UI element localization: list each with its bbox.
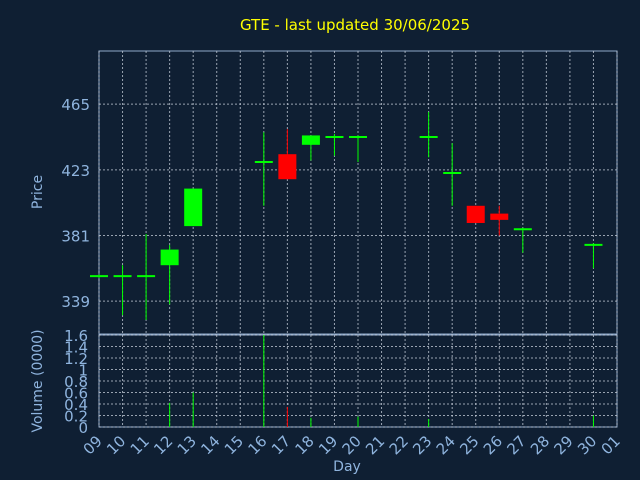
x-tick-label: 29 (551, 432, 577, 458)
x-tick-label: 16 (244, 432, 270, 458)
x-axis-title: Day (333, 459, 361, 475)
candle-body (160, 249, 179, 266)
candle-body (301, 135, 320, 145)
x-tick-label: 25 (456, 432, 482, 458)
volume-tick-label: 0.2 (64, 408, 88, 426)
x-tick-label: 10 (103, 432, 129, 458)
volume-tick-label: 0.6 (64, 385, 88, 403)
x-tick-label: 01 (598, 432, 624, 458)
x-tick-label: 21 (362, 432, 388, 458)
volume-tick-labels: 00.20.40.60.811.21.41.6 (64, 327, 88, 437)
x-tick-label: 28 (527, 432, 553, 458)
volume-tick-label: 0.4 (64, 396, 88, 414)
candlestick-series (90, 111, 603, 320)
price-tick-label: 381 (61, 227, 90, 245)
volume-series (169, 335, 594, 427)
volume-tick-label: 1.2 (64, 350, 88, 368)
x-tick-label: 18 (292, 432, 318, 458)
price-tick-labels: 339 381 423 465 (61, 96, 90, 311)
volume-tick-label: 1.4 (64, 339, 88, 357)
grid-layer (98, 51, 618, 428)
x-tick-label: 15 (221, 432, 247, 458)
x-tick-label: 19 (315, 432, 341, 458)
x-tick-label: 11 (127, 432, 153, 458)
x-tick-labels: 0910111213141516171819202122232425262728… (80, 432, 624, 458)
x-tick-label: 24 (433, 432, 459, 458)
x-tick-label: 12 (150, 432, 176, 458)
candle-body (278, 154, 297, 180)
candle-body (466, 205, 485, 223)
volume-axis-title: Volume (0000) (30, 329, 46, 432)
x-tick-label: 22 (386, 432, 412, 458)
volume-tick-label: 0 (78, 419, 88, 437)
volume-tick-label: 1.6 (64, 327, 88, 345)
candle-body (490, 213, 509, 220)
price-tick-label: 423 (61, 162, 90, 180)
x-tick-label: 23 (409, 432, 435, 458)
x-tick-label: 13 (174, 432, 200, 458)
candle-body (184, 188, 203, 227)
price-tick-label: 465 (61, 96, 90, 114)
x-tick-label: 27 (503, 432, 529, 458)
x-tick-label: 30 (574, 432, 600, 458)
volume-tick-label: 1 (78, 362, 88, 380)
volume-tick-label: 0.8 (64, 373, 88, 391)
chart-title: GTE - last updated 30/06/2025 (240, 16, 470, 34)
x-tick-label: 20 (339, 432, 365, 458)
price-axis-title: Price (30, 175, 46, 209)
x-tick-label: 14 (197, 432, 223, 458)
price-tick-label: 339 (61, 293, 90, 311)
x-tick-label: 17 (268, 432, 294, 458)
x-tick-label: 26 (480, 432, 506, 458)
